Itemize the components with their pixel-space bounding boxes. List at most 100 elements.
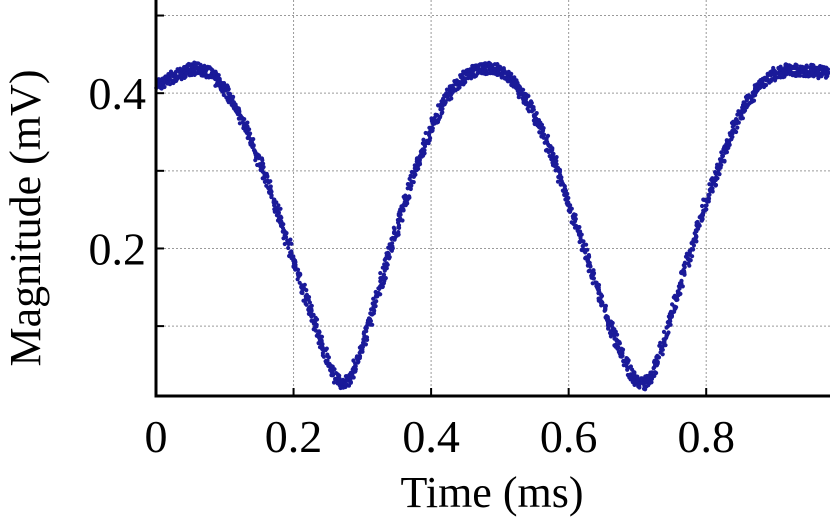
data-point	[475, 71, 480, 76]
data-point	[260, 169, 265, 174]
data-point	[507, 71, 512, 76]
data-point	[655, 359, 660, 365]
data-point	[586, 261, 591, 266]
data-point	[804, 63, 809, 68]
data-point	[682, 265, 687, 270]
data-point	[324, 358, 329, 363]
data-point	[289, 256, 294, 261]
x-tick-label: 0.2	[265, 411, 323, 462]
data-point	[625, 360, 630, 365]
data-point	[319, 334, 325, 339]
data-point	[302, 282, 307, 287]
data-point	[522, 94, 528, 99]
data-point	[637, 385, 642, 390]
data-point	[689, 247, 694, 252]
data-point	[713, 182, 719, 188]
data-point	[374, 299, 379, 304]
data-point	[619, 354, 624, 359]
data-point	[423, 130, 428, 136]
data-point	[430, 128, 435, 133]
data-point	[754, 89, 759, 94]
data-point	[781, 75, 786, 80]
data-point	[714, 165, 720, 171]
data-point	[402, 200, 407, 205]
data-point	[819, 74, 824, 79]
data-point	[635, 377, 641, 382]
data-point	[790, 71, 795, 76]
data-point	[676, 290, 681, 295]
data-point	[554, 158, 559, 163]
data-point	[751, 98, 757, 103]
data-point	[625, 365, 630, 370]
data-point	[309, 309, 314, 314]
data-point	[706, 192, 711, 198]
data-point	[245, 120, 250, 125]
data-point	[409, 183, 414, 188]
data-point	[700, 214, 705, 219]
data-point	[730, 124, 735, 129]
data-point	[531, 107, 536, 112]
data-point	[534, 111, 539, 116]
data-point	[306, 297, 311, 303]
data-point	[443, 100, 448, 105]
data-point	[295, 277, 300, 282]
data-point	[331, 380, 337, 385]
data-point	[557, 167, 563, 172]
data-point	[256, 156, 261, 161]
x-tick-labels: 0 0.2 0.4 0.6 0.8	[145, 411, 735, 462]
data-point	[664, 325, 669, 330]
data-point	[596, 291, 601, 296]
data-point	[730, 134, 735, 139]
data-point	[742, 108, 748, 113]
data-point	[539, 122, 545, 127]
data-point	[666, 330, 671, 335]
data-point	[565, 191, 570, 197]
data-point	[554, 155, 559, 160]
data-point	[280, 226, 286, 231]
data-point	[390, 241, 395, 246]
data-point	[588, 264, 593, 269]
data-point	[320, 344, 325, 349]
data-point	[461, 69, 466, 74]
x-tick-label: 0.4	[402, 411, 460, 462]
data-point	[598, 296, 603, 301]
data-point	[323, 347, 328, 353]
data-point	[411, 180, 416, 185]
data-point	[732, 127, 737, 133]
data-point	[422, 151, 427, 156]
data-point	[680, 284, 685, 289]
data-point	[362, 334, 367, 339]
data-point	[687, 252, 692, 257]
data-point	[370, 322, 375, 327]
data-point	[515, 88, 520, 93]
y-tick-labels: 0.2 0.4	[89, 68, 147, 274]
data-point	[432, 118, 438, 123]
data-point	[668, 322, 673, 327]
data-point	[717, 172, 722, 177]
data-point	[383, 263, 388, 268]
data-point	[656, 355, 662, 360]
data-point	[526, 93, 531, 99]
data-point	[382, 268, 387, 273]
data-point	[798, 73, 803, 78]
data-point	[347, 375, 352, 380]
data-point	[273, 207, 278, 212]
data-point	[587, 268, 592, 273]
data-point	[383, 276, 388, 281]
data-point	[230, 96, 235, 101]
data-point	[355, 355, 360, 360]
data-point	[565, 197, 570, 202]
data-point	[317, 330, 322, 335]
data-point	[396, 232, 401, 237]
data-point	[295, 267, 301, 272]
x-tick-label: 0.6	[540, 411, 598, 462]
data-point	[221, 81, 226, 86]
data-point	[162, 84, 167, 90]
data-point	[616, 344, 621, 350]
data-point	[584, 242, 589, 247]
data-point	[313, 323, 318, 328]
data-point	[237, 109, 242, 114]
data-point	[715, 162, 720, 167]
data-point	[661, 329, 667, 334]
data-point	[674, 294, 680, 299]
